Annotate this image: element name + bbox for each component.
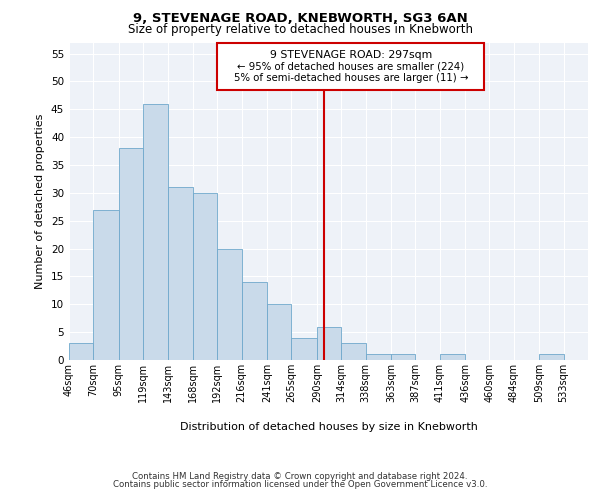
Text: Contains HM Land Registry data © Crown copyright and database right 2024.: Contains HM Land Registry data © Crown c… [132,472,468,481]
Bar [391,354,415,360]
Y-axis label: Number of detached properties: Number of detached properties [35,114,46,289]
Bar [217,248,242,360]
Bar [365,354,391,360]
Bar [217,42,484,90]
Bar [119,148,143,360]
Bar [292,338,317,360]
Text: Size of property relative to detached houses in Knebworth: Size of property relative to detached ho… [128,22,473,36]
Bar [440,354,465,360]
Text: 5% of semi-detached houses are larger (11) →: 5% of semi-detached houses are larger (1… [233,73,468,83]
Bar [317,326,341,360]
Bar [539,354,563,360]
Text: Contains public sector information licensed under the Open Government Licence v3: Contains public sector information licen… [113,480,487,489]
Bar [69,344,94,360]
Bar [167,188,193,360]
Bar [341,344,365,360]
Text: ← 95% of detached houses are smaller (224): ← 95% of detached houses are smaller (22… [237,62,464,72]
Text: 9 STEVENAGE ROAD: 297sqm: 9 STEVENAGE ROAD: 297sqm [270,50,432,60]
Bar [242,282,267,360]
Text: 9, STEVENAGE ROAD, KNEBWORTH, SG3 6AN: 9, STEVENAGE ROAD, KNEBWORTH, SG3 6AN [133,12,467,26]
Text: Distribution of detached houses by size in Knebworth: Distribution of detached houses by size … [180,422,478,432]
Bar [143,104,167,360]
Bar [267,304,292,360]
Bar [94,210,119,360]
Bar [193,193,217,360]
